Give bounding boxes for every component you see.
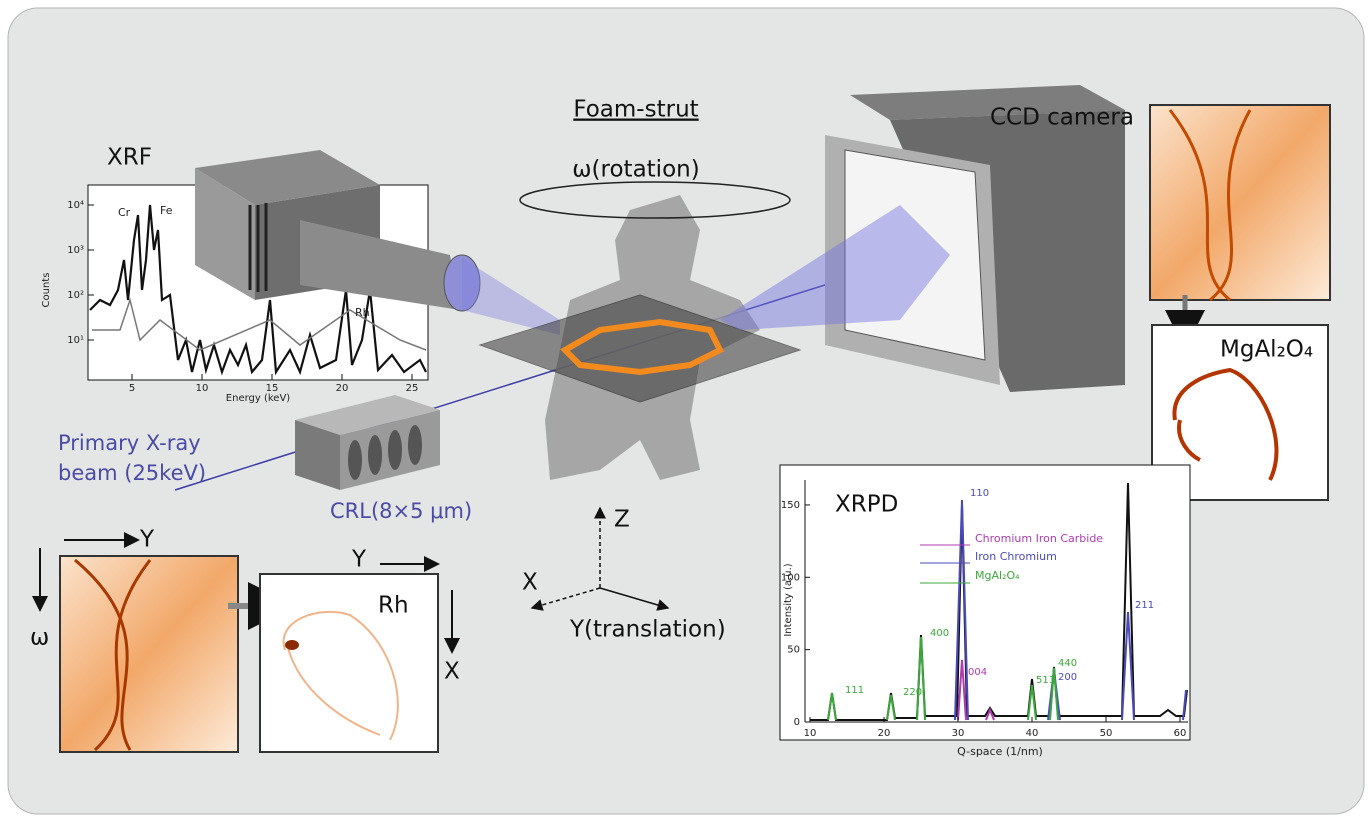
xrpd-title: XRPD [835, 492, 898, 518]
peak-label: 211 [1135, 600, 1154, 611]
legend-entry: Iron Chromium [975, 550, 1057, 563]
beam-label: beam (25keV) [58, 461, 206, 485]
peak-label: 511 [1036, 675, 1055, 686]
axis-label: X [444, 659, 460, 685]
y-tick-label: 10¹ [67, 335, 84, 346]
axis-label: Y [139, 527, 155, 553]
x-tick-label: 15 [266, 383, 279, 394]
hotspot [285, 640, 299, 650]
y-tick-label: 10³ [67, 245, 84, 256]
diagram: XRF Counts Energy (keV) Cr Fe Rh 10⁴ 10³ 1… [0, 0, 1372, 822]
x-tick-label: 40 [1026, 728, 1039, 739]
x-tick-label: 20 [878, 728, 891, 739]
phase-label: MgAl₂O₄ [1220, 337, 1313, 363]
xrpd-plot: XRPD Intensity (a.u.) Q-space (1/nm) Chr… [780, 465, 1190, 758]
axis-label: ω [30, 625, 49, 651]
legend-entry: Chromium Iron Carbide [975, 532, 1103, 545]
peak-label: 004 [968, 667, 987, 678]
peak-label: 200 [1058, 672, 1077, 683]
x-tick-label: 20 [336, 383, 349, 394]
axis-label: Y [351, 547, 367, 573]
x-tick-label: 60 [1174, 728, 1187, 739]
y-tick-label: 100 [781, 572, 800, 583]
peak-label: 111 [845, 685, 864, 696]
peak-label: 440 [1058, 658, 1077, 669]
legend-entry: MgAl₂O₄ [975, 569, 1020, 582]
peak-label: 110 [970, 488, 989, 499]
x-tick-label: 5 [129, 383, 135, 394]
rotation-label: ω(rotation) [572, 157, 699, 183]
beam-label: Primary X-ray [58, 431, 201, 455]
x-tick-label: 25 [406, 383, 419, 394]
axis-label: Z [614, 507, 630, 533]
peak-label: Rh [355, 306, 370, 319]
y-tick-label: 10⁴ [67, 200, 84, 211]
sinogram-image [60, 556, 238, 752]
element-map [260, 574, 438, 752]
x-axis-label: Energy (keV) [226, 393, 291, 404]
peak-label: 400 [930, 628, 949, 639]
element-label: Rh [378, 593, 409, 619]
foam-strut-label: Foam-strut [573, 97, 698, 123]
y-tick-label: 0 [794, 717, 800, 728]
x-tick-label: 50 [1100, 728, 1113, 739]
xrf-title: XRF [107, 145, 152, 171]
axis-label: Y(translation) [569, 617, 726, 643]
axis-label: X [522, 570, 538, 596]
x-tick-label: 10 [196, 383, 209, 394]
y-tick-label: 150 [781, 500, 800, 511]
crl-label: CRL(8×5 μm) [330, 499, 472, 523]
x-tick-label: 10 [804, 728, 817, 739]
peak-label: Fe [160, 204, 173, 217]
y-axis-label: Counts [41, 273, 52, 308]
x-axis-label: Q-space (1/nm) [957, 745, 1043, 758]
peak-label: 220 [903, 687, 922, 698]
y-tick-label: 10² [67, 290, 84, 301]
y-tick-label: 50 [787, 645, 800, 656]
peak-label: Cr [118, 206, 131, 219]
x-tick-label: 30 [952, 728, 965, 739]
ccd-label: CCD camera [990, 105, 1134, 131]
